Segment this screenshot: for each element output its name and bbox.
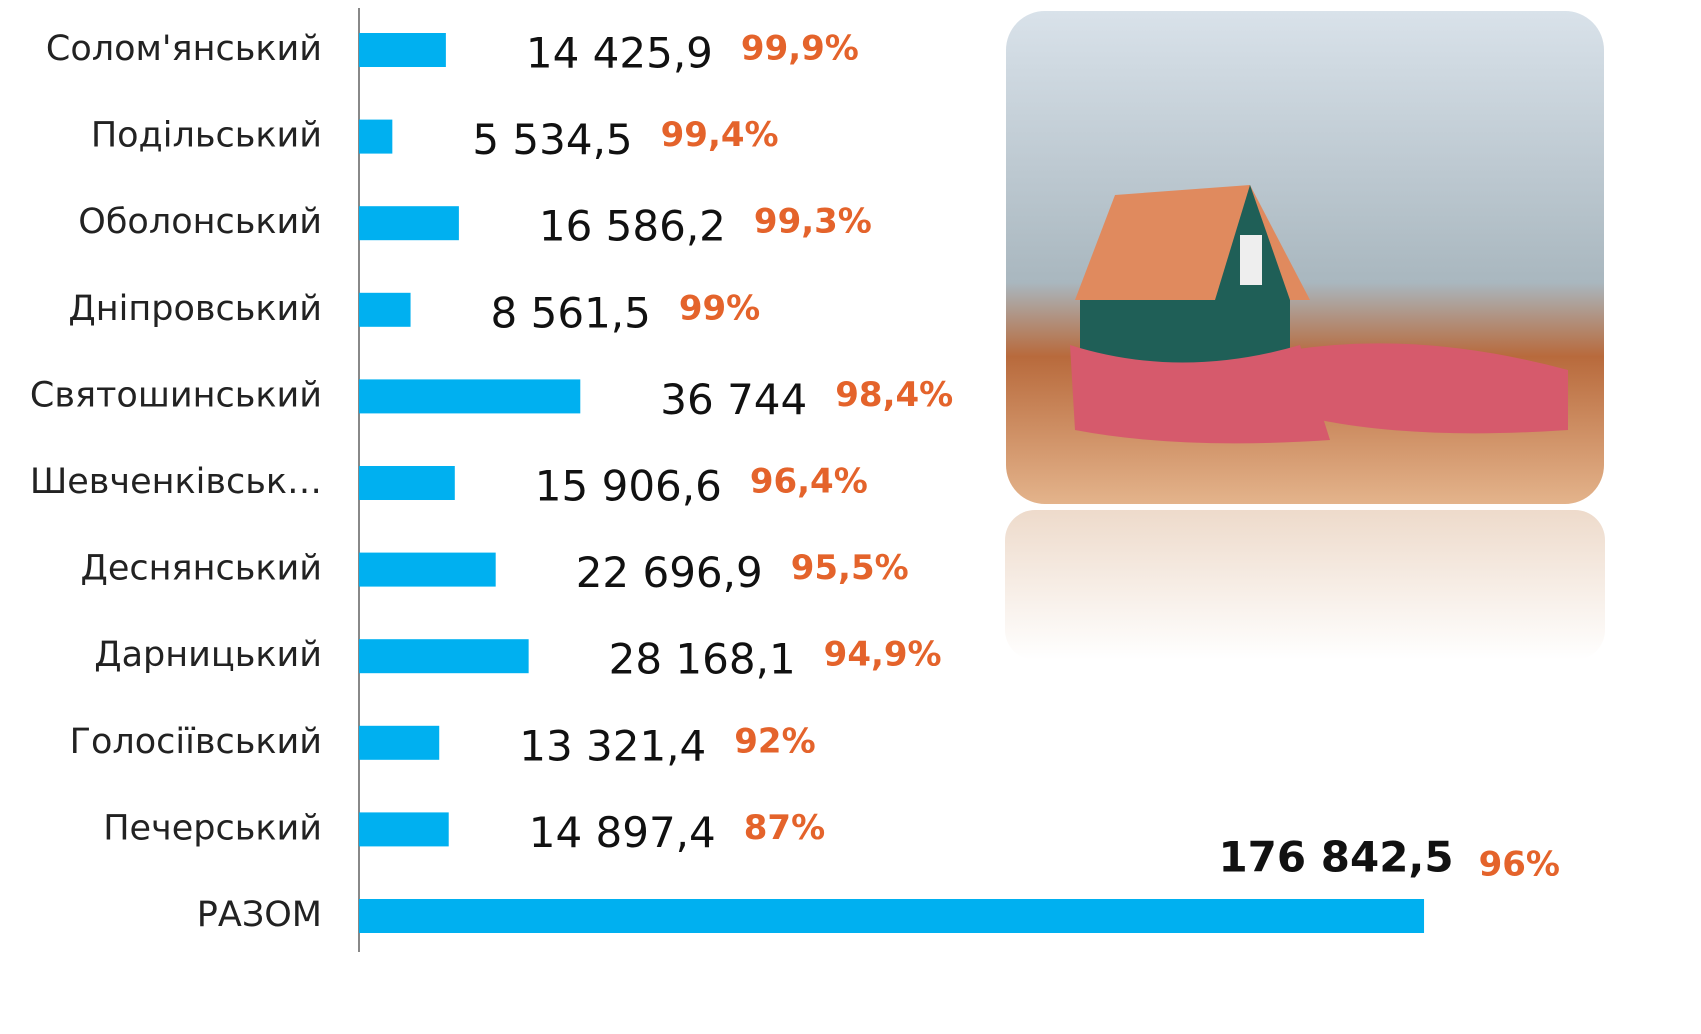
percent-label: 99,3% bbox=[754, 202, 872, 242]
bar bbox=[359, 899, 1425, 933]
percent-label: 87% bbox=[744, 808, 825, 848]
percent-label: 96,4% bbox=[750, 462, 868, 502]
value-label: 14 425,9 bbox=[526, 29, 713, 78]
category-label: Печерський bbox=[103, 808, 322, 848]
category-label: РАЗОМ bbox=[197, 895, 322, 935]
category-label: Подільський bbox=[91, 116, 322, 156]
value-label: 15 906,6 bbox=[535, 462, 722, 511]
bar bbox=[359, 292, 411, 327]
bar bbox=[359, 119, 393, 154]
percent-label: 98,4% bbox=[835, 375, 953, 415]
percent-label: 99% bbox=[679, 288, 760, 328]
category-label: Шевченківськ… bbox=[30, 462, 322, 502]
bar bbox=[359, 639, 529, 674]
bar bbox=[359, 379, 581, 414]
bar bbox=[359, 206, 459, 241]
category-label: Голосіївський bbox=[70, 722, 322, 762]
bar bbox=[359, 466, 455, 500]
category-label: Солом'янський bbox=[46, 29, 322, 69]
value-label: 14 897,4 bbox=[529, 808, 716, 857]
value-label: 13 321,4 bbox=[519, 721, 706, 770]
category-label: Святошинський bbox=[30, 375, 322, 415]
percent-label: 92% bbox=[734, 721, 815, 761]
value-label: 5 534,5 bbox=[472, 115, 632, 164]
value-label: 28 168,1 bbox=[609, 635, 796, 684]
percent-label: 99,4% bbox=[661, 115, 779, 155]
value-label: 22 696,9 bbox=[576, 548, 763, 597]
category-label: Деснянський bbox=[81, 549, 322, 589]
photo bbox=[1004, 9, 1606, 660]
category-label: Дніпровський bbox=[68, 289, 322, 329]
value-label: 176 842,5 bbox=[1218, 833, 1453, 882]
percent-label: 99,9% bbox=[741, 29, 859, 69]
percent-label: 96% bbox=[1479, 845, 1560, 885]
bar bbox=[359, 812, 449, 847]
percent-label: 94,9% bbox=[824, 635, 942, 675]
value-label: 8 561,5 bbox=[491, 288, 651, 337]
category-label: Оболонський bbox=[78, 202, 322, 242]
value-label: 16 586,2 bbox=[539, 202, 726, 251]
category-label: Дарницький bbox=[94, 635, 322, 675]
value-label: 36 744 bbox=[660, 375, 807, 424]
bar bbox=[359, 725, 440, 760]
percent-label: 95,5% bbox=[791, 548, 909, 588]
bar bbox=[359, 33, 446, 67]
bar bbox=[359, 552, 496, 587]
